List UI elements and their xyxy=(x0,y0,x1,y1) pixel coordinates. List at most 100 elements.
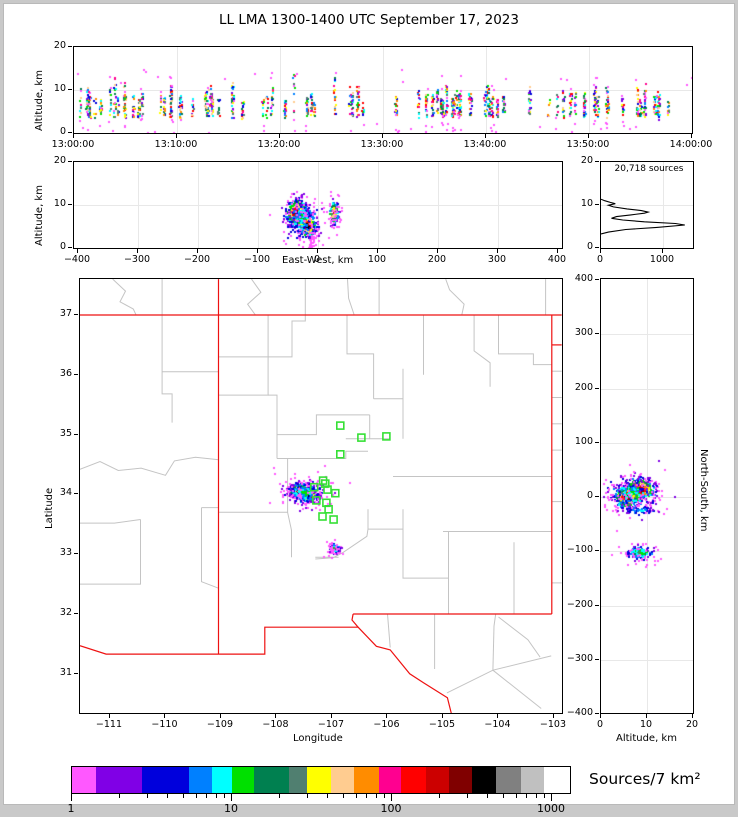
tick-mark xyxy=(595,713,599,714)
tick-mark xyxy=(595,496,599,497)
colorbar-minor-tick xyxy=(206,794,208,798)
colorbar-minor-tick xyxy=(195,794,197,798)
colorbar-minor-tick xyxy=(182,794,184,798)
tick-label: 34 xyxy=(59,487,72,499)
colorbar-segment xyxy=(307,767,331,793)
colorbar-minor-tick xyxy=(223,794,225,798)
tick-mark xyxy=(662,249,663,253)
colorbar-tick-label: 10 xyxy=(224,802,238,815)
tick-mark xyxy=(219,714,221,718)
tick-label: 20 xyxy=(685,719,699,730)
tick-mark xyxy=(176,134,177,138)
colorbar-segment xyxy=(354,767,379,793)
colorbar-segment xyxy=(544,767,569,793)
tick-label: 400 xyxy=(574,273,593,284)
tick-label: −103 xyxy=(539,719,567,730)
tick-mark xyxy=(74,672,78,674)
east-west-panel xyxy=(73,161,563,249)
lma-station-marker xyxy=(331,488,340,498)
tick-mark xyxy=(600,714,601,718)
tick-mark xyxy=(557,249,558,253)
colorbar-minor-tick xyxy=(366,794,368,798)
tick-mark xyxy=(595,658,599,660)
east-west-scatter-canvas xyxy=(74,162,562,248)
north-south-panel xyxy=(600,278,694,714)
colorbar-tick-label: 1 xyxy=(67,802,75,815)
tick-label: 10 xyxy=(53,83,66,94)
tick-label: 13:40:00 xyxy=(463,139,507,150)
tick-label: 0 xyxy=(59,241,66,252)
colorbar-segment xyxy=(72,767,96,793)
tick-mark xyxy=(382,134,383,138)
tick-label: 0 xyxy=(596,719,604,730)
tick-mark xyxy=(377,249,378,253)
lma-station-marker xyxy=(318,512,327,521)
colorbar-minor-tick xyxy=(535,794,537,798)
tick-label: 13:30:00 xyxy=(360,139,404,150)
lma-station-marker xyxy=(357,433,366,442)
lma-stations-layer xyxy=(309,421,391,524)
tick-mark xyxy=(74,433,78,435)
tick-label: 13:50:00 xyxy=(566,139,610,150)
tick-mark xyxy=(74,553,78,555)
lma-station-marker xyxy=(323,485,332,494)
colorbar-title: Sources/7 km² xyxy=(589,770,701,788)
lma-station-marker xyxy=(329,515,338,524)
colorbar-tick xyxy=(551,794,552,801)
tick-mark xyxy=(77,249,78,253)
altitude-distribution-curve xyxy=(601,198,685,235)
north-south-ylabel: North-South, km xyxy=(698,449,709,532)
map-scatter-canvas xyxy=(80,279,562,713)
tick-mark xyxy=(257,249,258,253)
tick-mark xyxy=(197,249,198,253)
lma-station-marker xyxy=(335,450,345,459)
gridline xyxy=(663,162,664,248)
tick-label: 36 xyxy=(59,367,72,379)
tick-mark xyxy=(68,89,72,90)
tick-mark xyxy=(317,249,318,253)
lma-station-marker xyxy=(321,479,330,488)
colorbar-minor-tick xyxy=(543,794,545,798)
tick-label: 200 xyxy=(427,254,447,265)
colorbar-segment xyxy=(189,767,212,793)
tick-label: 300 xyxy=(574,327,593,339)
altitude-histogram-panel xyxy=(600,161,694,249)
lma-station-marker xyxy=(309,482,319,492)
tick-label: 100 xyxy=(367,254,387,265)
tick-mark xyxy=(485,134,486,138)
tick-mark xyxy=(595,161,599,162)
tick-mark xyxy=(692,714,693,718)
lma-station-marker xyxy=(335,421,345,430)
tick-mark xyxy=(279,134,280,138)
tick-mark xyxy=(74,493,78,495)
tick-mark xyxy=(552,714,554,718)
time-height-scatter-canvas xyxy=(74,47,692,133)
tick-mark xyxy=(330,714,332,718)
tick-mark xyxy=(74,613,78,614)
colorbar-minor-tick xyxy=(327,794,329,798)
colorbar-minor-tick xyxy=(307,794,309,798)
tick-mark xyxy=(595,333,599,335)
tick-label: 10 xyxy=(639,719,653,730)
colorbar-minor-tick xyxy=(502,794,504,798)
tick-label: −108 xyxy=(262,719,289,730)
colorbar-segment xyxy=(449,767,472,793)
tick-label: 35 xyxy=(59,427,72,439)
tick-label: −300 xyxy=(566,652,593,664)
colorbar-minor-tick xyxy=(147,794,149,798)
figure-root: LL LMA 1300-1400 UTC September 17, 2023 … xyxy=(3,3,735,815)
colorbar-segment xyxy=(142,767,189,793)
tick-label: 0 xyxy=(59,126,66,137)
colorbar-segment xyxy=(472,767,496,793)
tick-mark xyxy=(108,714,110,718)
tick-label: 32 xyxy=(59,607,72,618)
tick-mark xyxy=(595,604,599,606)
lma-station-marker xyxy=(312,496,321,505)
colorbar-minor-tick xyxy=(375,794,377,798)
tick-label: 13:00:00 xyxy=(51,139,95,150)
tick-label: −104 xyxy=(484,719,511,730)
colorbar-minor-tick xyxy=(342,794,344,798)
tick-mark xyxy=(68,132,72,133)
tick-label: −200 xyxy=(566,598,593,610)
tick-mark xyxy=(74,314,78,315)
